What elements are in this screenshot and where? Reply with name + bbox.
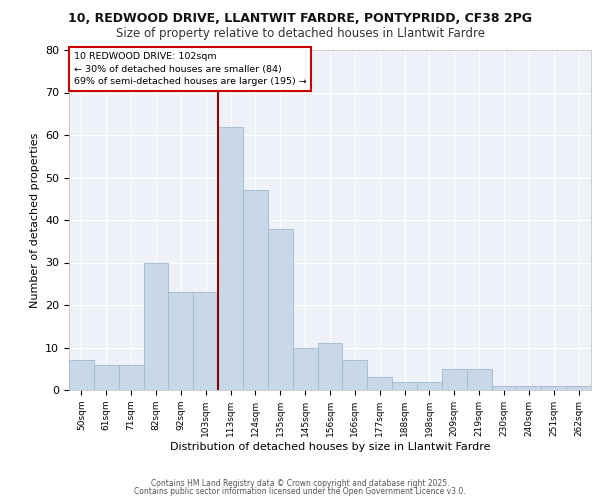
Bar — [218, 126, 243, 390]
Bar — [317, 343, 343, 390]
Text: 10 REDWOOD DRIVE: 102sqm
← 30% of detached houses are smaller (84)
69% of semi-d: 10 REDWOOD DRIVE: 102sqm ← 30% of detach… — [74, 52, 307, 86]
Bar — [243, 190, 268, 390]
Bar — [268, 228, 293, 390]
Y-axis label: Number of detached properties: Number of detached properties — [29, 132, 40, 308]
Bar — [119, 364, 143, 390]
Bar — [442, 369, 467, 390]
Bar — [417, 382, 442, 390]
Text: 10, REDWOOD DRIVE, LLANTWIT FARDRE, PONTYPRIDD, CF38 2PG: 10, REDWOOD DRIVE, LLANTWIT FARDRE, PONT… — [68, 12, 532, 26]
Bar — [293, 348, 317, 390]
Bar — [566, 386, 591, 390]
Text: Contains HM Land Registry data © Crown copyright and database right 2025.: Contains HM Land Registry data © Crown c… — [151, 478, 449, 488]
Bar — [392, 382, 417, 390]
Bar — [193, 292, 218, 390]
Bar — [343, 360, 367, 390]
X-axis label: Distribution of detached houses by size in Llantwit Fardre: Distribution of detached houses by size … — [170, 442, 490, 452]
Bar — [541, 386, 566, 390]
Bar — [94, 364, 119, 390]
Bar — [169, 292, 193, 390]
Bar — [491, 386, 517, 390]
Bar — [69, 360, 94, 390]
Bar — [467, 369, 491, 390]
Text: Contains public sector information licensed under the Open Government Licence v3: Contains public sector information licen… — [134, 487, 466, 496]
Text: Size of property relative to detached houses in Llantwit Fardre: Size of property relative to detached ho… — [115, 28, 485, 40]
Bar — [517, 386, 541, 390]
Bar — [367, 377, 392, 390]
Bar — [143, 262, 169, 390]
